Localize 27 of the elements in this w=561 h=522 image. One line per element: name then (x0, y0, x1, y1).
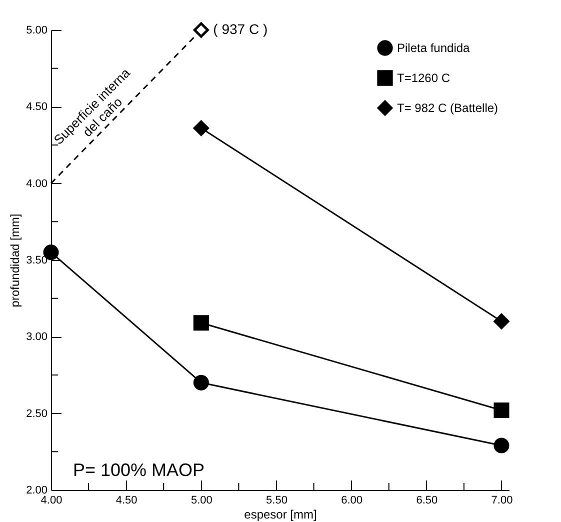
x-tick-label: 7.00 (491, 494, 513, 506)
x-axis-title: espesor [mm] (244, 508, 317, 522)
y-tick-label: 5.00 (26, 24, 48, 36)
point (193, 120, 209, 136)
point (193, 315, 209, 331)
point (494, 314, 510, 330)
x-tick-label: 4.00 (40, 494, 62, 506)
y-tick-label: 4.00 (26, 178, 48, 190)
y-tick-label: 2.50 (26, 408, 48, 420)
x-tick-label: 4.50 (116, 494, 138, 506)
legend-label: T=1260 C (397, 71, 450, 85)
x-tick-label: 6.50 (416, 494, 438, 506)
x-tick-label: 5.00 (190, 494, 212, 506)
y-tick-label: 3.00 (26, 331, 48, 344)
x-tick-label: 5.50 (266, 494, 288, 506)
point (494, 402, 510, 418)
point (494, 438, 510, 454)
point (193, 22, 209, 38)
annotation: ( 937 C ) (213, 21, 268, 37)
y-axis-title: profundidad [mm] (8, 214, 22, 308)
point (193, 374, 209, 390)
legend-label: T= 982 C (Battelle) (397, 101, 498, 115)
y-tick-label: 4.50 (26, 101, 48, 114)
annotation: P= 100% MAOP (73, 460, 205, 480)
x-tick-label: 6.00 (341, 494, 363, 506)
legend-label: Pileta fundida (397, 41, 470, 55)
y-tick-label: 2.00 (26, 484, 48, 496)
